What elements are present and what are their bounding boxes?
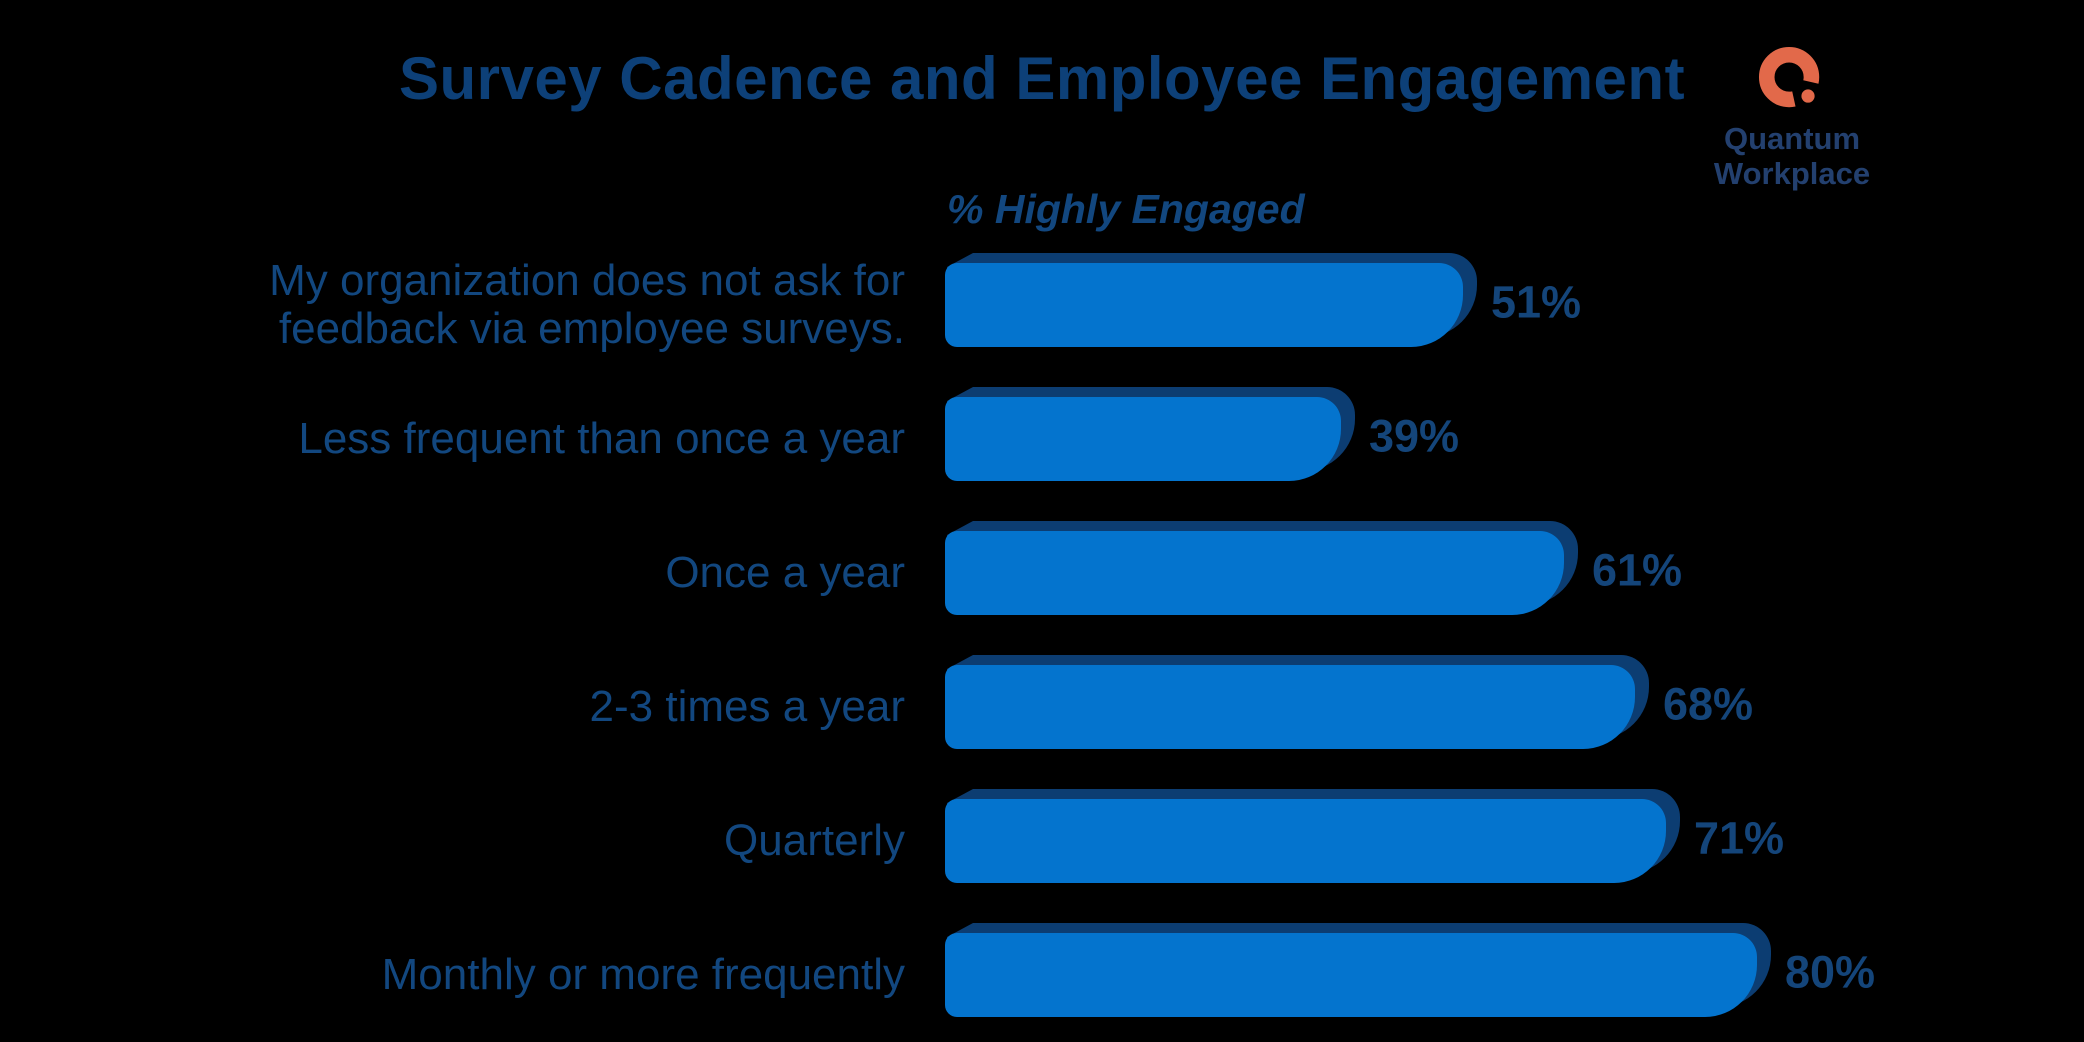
value-axis-label: % Highly Engaged — [947, 186, 1305, 232]
brand-line-2: Workplace — [1713, 156, 1871, 191]
chart-row: 2-3 times a year 68% — [0, 640, 2084, 774]
bar-fill — [945, 933, 1757, 1017]
value-label: 71% — [1694, 812, 1785, 864]
quantum-workplace-logo: Quantum Workplace — [1672, 46, 1912, 191]
chart-row: Less frequent than once a year 39% — [0, 372, 2084, 506]
value-label: 61% — [1592, 544, 1683, 596]
bar: 39% — [945, 387, 1459, 481]
bar-fill — [945, 263, 1463, 347]
bar-fill — [945, 799, 1666, 883]
bar: 61% — [945, 521, 1682, 615]
chart-row: Quarterly 71% — [0, 774, 2084, 908]
category-label: Quarterly — [724, 815, 905, 865]
chart-row: My organization does not ask for feedbac… — [0, 238, 2084, 372]
value-label: 39% — [1369, 410, 1460, 462]
bar-fill — [945, 665, 1635, 749]
chart-row: Once a year 61% — [0, 506, 2084, 640]
category-label: Once a year — [665, 547, 905, 597]
chart-row: Monthly or more frequently 80% — [0, 908, 2084, 1042]
bar: 68% — [945, 655, 1753, 749]
bar-fill — [945, 531, 1564, 615]
value-label: 80% — [1785, 946, 1876, 998]
brand-line-1: Quantum — [1723, 121, 1861, 156]
q-ring-with-dot-icon — [1758, 46, 1820, 108]
category-label: My organization does not ask for feedbac… — [269, 255, 905, 353]
bar-chart: My organization does not ask for feedbac… — [0, 238, 2084, 1042]
value-label: 68% — [1663, 678, 1754, 730]
value-label: 51% — [1491, 276, 1582, 328]
bar: 71% — [945, 789, 1784, 883]
bar: 51% — [945, 253, 1581, 347]
category-label: 2-3 times a year — [589, 681, 905, 731]
page-title: Survey Cadence and Employee Engagement — [398, 45, 1686, 112]
brand-name: Quantum Workplace — [1672, 121, 1912, 191]
bar-fill — [945, 397, 1341, 481]
category-label: Monthly or more frequently — [381, 949, 905, 999]
category-label: Less frequent than once a year — [298, 413, 905, 463]
bar: 80% — [945, 923, 1875, 1017]
